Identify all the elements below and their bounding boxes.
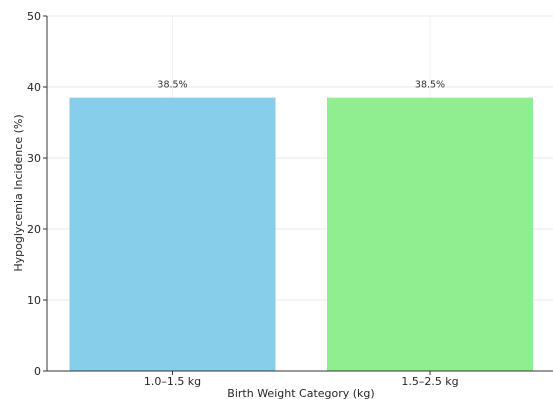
y-tick-label-2: 20 bbox=[27, 223, 41, 236]
data-label-1: 38.5% bbox=[415, 80, 445, 91]
x-tick-label-0: 1.0–1.5 kg bbox=[144, 375, 201, 388]
bar-1 bbox=[327, 97, 533, 372]
data-label-0: 38.5% bbox=[157, 80, 187, 91]
bars bbox=[69, 97, 533, 372]
y-tick-label-0: 0 bbox=[34, 365, 41, 378]
y-tick-label-4: 40 bbox=[27, 81, 41, 94]
y-axis-label: Hypoglycemia Incidence (%) bbox=[12, 114, 25, 271]
x-tick-labels: 1.0–1.5 kg 1.5–2.5 kg bbox=[144, 371, 459, 388]
axes bbox=[46, 16, 553, 372]
y-tick-label-3: 30 bbox=[27, 152, 41, 165]
x-axis-label: Birth Weight Category (kg) bbox=[227, 387, 374, 399]
y-tick-label-5: 50 bbox=[27, 10, 41, 23]
y-tick-labels: 0 10 20 30 40 50 bbox=[27, 10, 47, 378]
data-labels: 38.5% 38.5% bbox=[157, 80, 445, 91]
x-tick-label-1: 1.5–2.5 kg bbox=[401, 375, 458, 388]
bar-0 bbox=[69, 97, 276, 372]
y-tick-label-1: 10 bbox=[27, 294, 41, 307]
